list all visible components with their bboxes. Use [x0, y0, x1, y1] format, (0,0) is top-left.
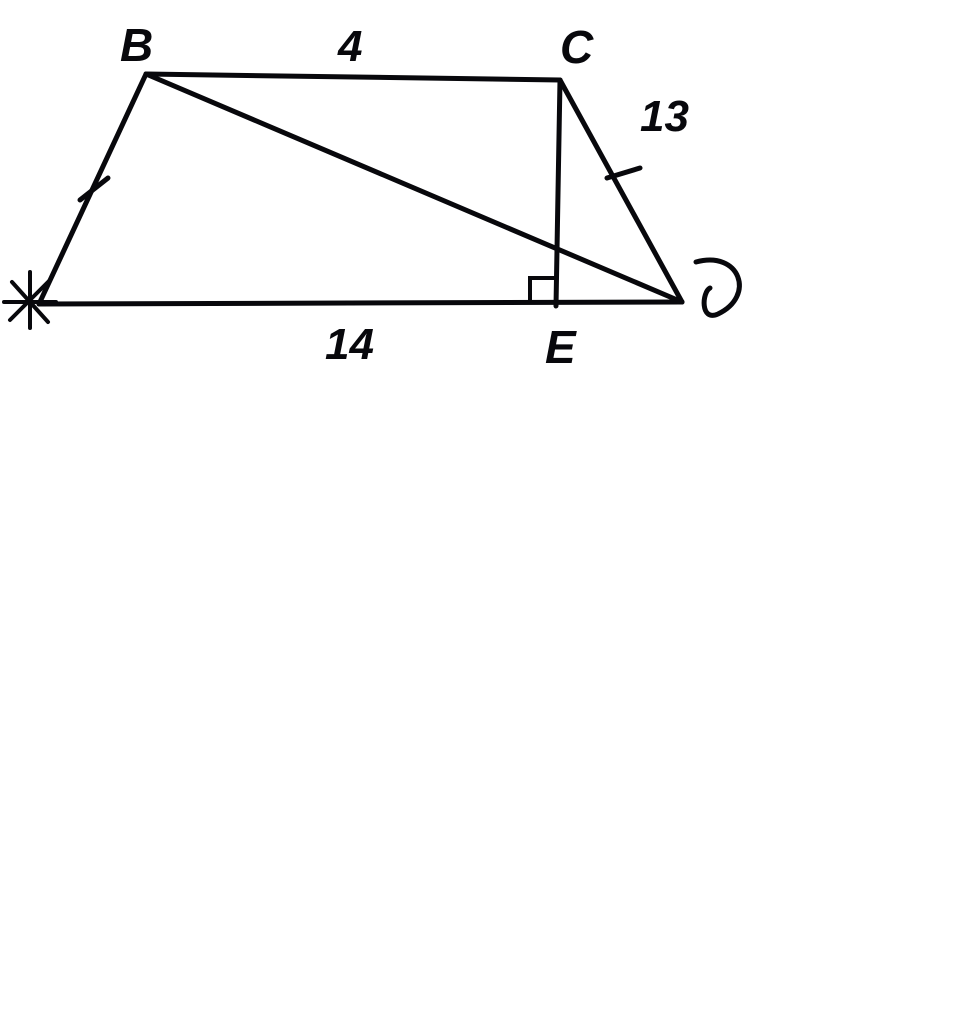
label-ad-length: 14	[325, 320, 374, 370]
edge-bd	[146, 74, 682, 302]
edge-ce	[556, 80, 560, 306]
edge-bc	[146, 74, 560, 80]
edge-da	[39, 302, 682, 304]
label-b: B	[120, 18, 153, 72]
label-cd-length: 13	[640, 92, 689, 142]
label-c: C	[560, 20, 593, 74]
geometry-diagram	[0, 0, 956, 1016]
label-e: E	[545, 320, 576, 374]
right-angle-marker	[530, 278, 556, 303]
vertex-d-scribble	[696, 260, 739, 315]
vertex-a-strike	[4, 272, 56, 328]
label-bc-length: 4	[338, 22, 362, 72]
